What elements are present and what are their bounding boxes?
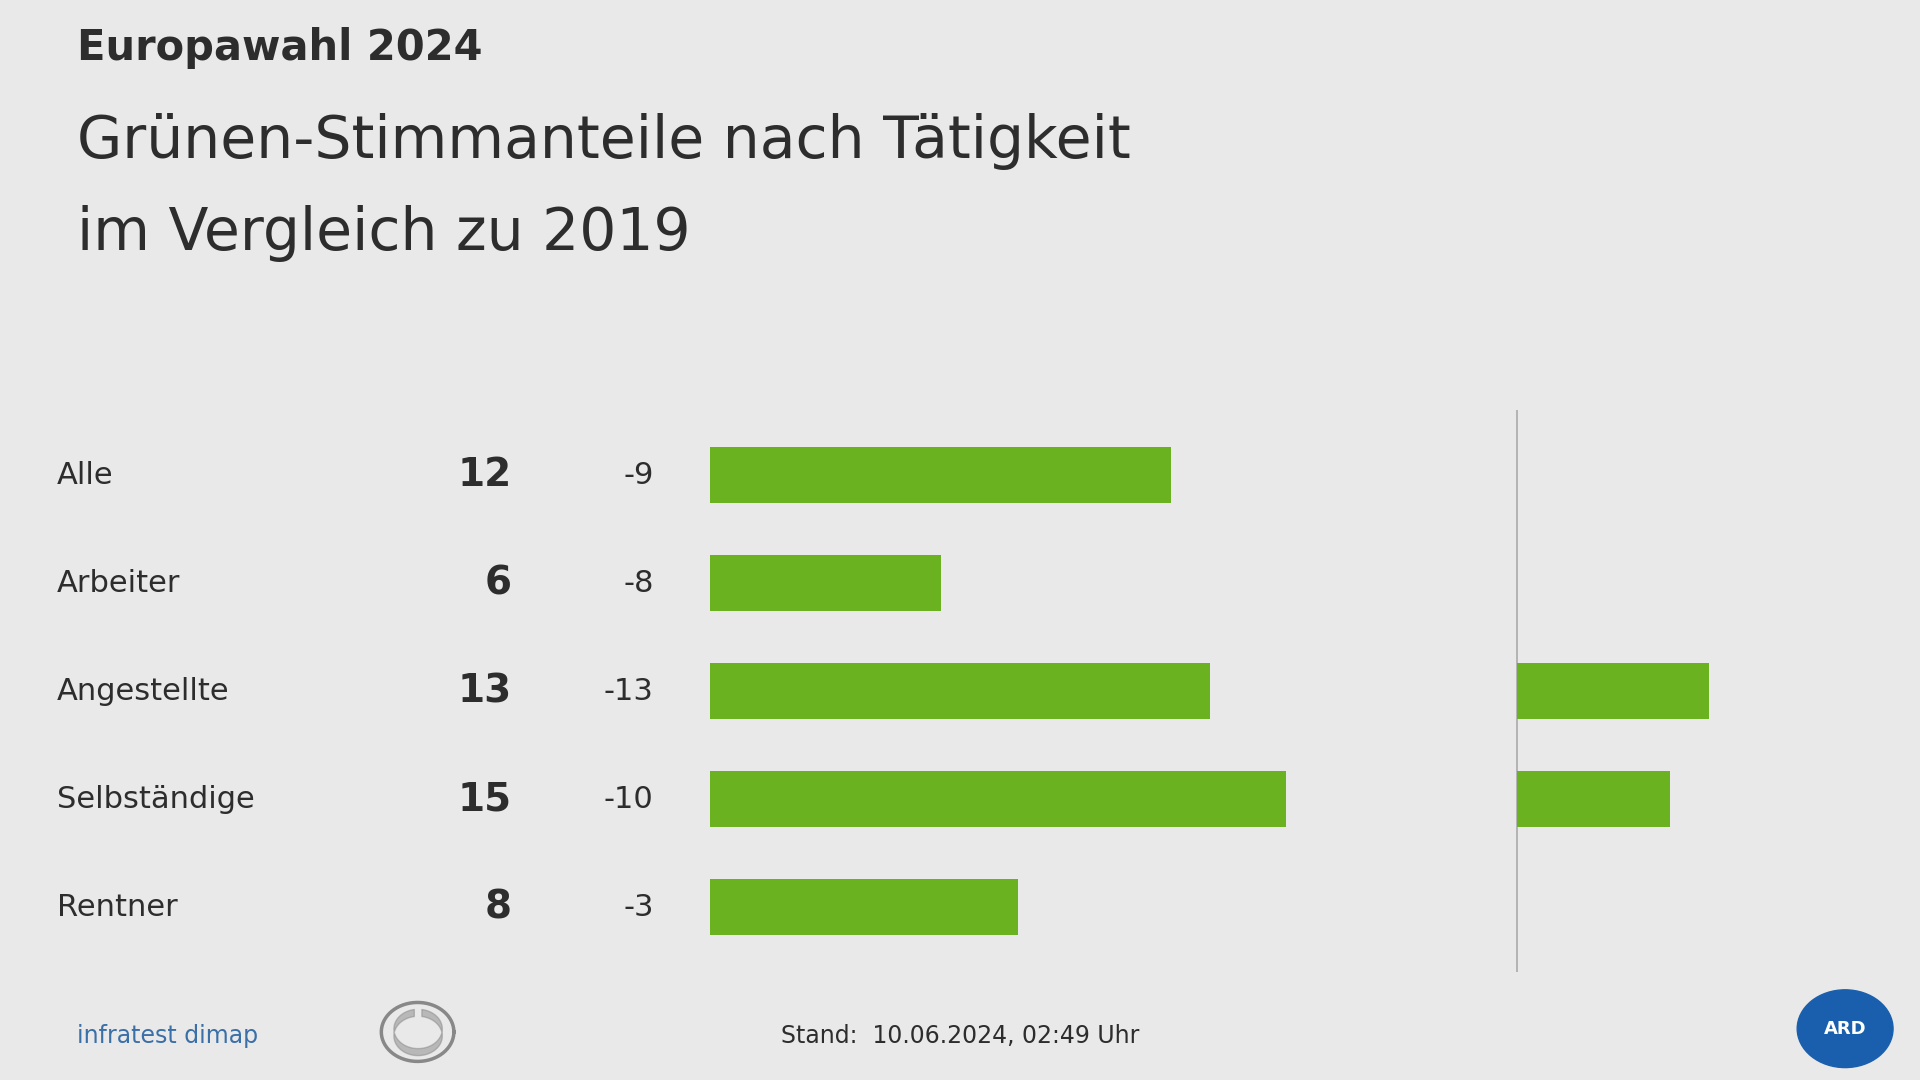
Circle shape xyxy=(1797,989,1893,1067)
Text: Arbeiter: Arbeiter xyxy=(58,569,180,597)
Text: -13: -13 xyxy=(603,677,653,705)
Bar xyxy=(710,879,1018,935)
Text: ARD: ARD xyxy=(1824,1020,1866,1038)
Text: Rentner: Rentner xyxy=(58,893,177,921)
Text: Selbständige: Selbständige xyxy=(58,785,255,813)
Text: 8: 8 xyxy=(484,888,511,927)
Bar xyxy=(710,771,1286,827)
Bar xyxy=(1517,663,1709,719)
Text: Stand:  10.06.2024, 02:49 Uhr: Stand: 10.06.2024, 02:49 Uhr xyxy=(781,1024,1139,1048)
Text: Europawahl 2024: Europawahl 2024 xyxy=(77,27,482,69)
Text: -10: -10 xyxy=(603,785,653,813)
Text: infratest dimap: infratest dimap xyxy=(77,1024,257,1048)
Text: Grünen-Stimmanteile nach Tätigkeit: Grünen-Stimmanteile nach Tätigkeit xyxy=(77,113,1131,171)
Text: 12: 12 xyxy=(457,456,511,495)
Text: 6: 6 xyxy=(484,564,511,603)
Text: -3: -3 xyxy=(624,893,653,921)
Text: 15: 15 xyxy=(457,780,511,819)
Text: im Vergleich zu 2019: im Vergleich zu 2019 xyxy=(77,205,691,262)
Bar xyxy=(710,663,1210,719)
Bar xyxy=(710,447,1171,503)
Text: -9: -9 xyxy=(624,461,653,489)
Text: Alle: Alle xyxy=(58,461,113,489)
Bar xyxy=(1517,771,1670,827)
Text: Angestellte: Angestellte xyxy=(58,677,230,705)
Text: -8: -8 xyxy=(624,569,653,597)
Bar xyxy=(710,555,941,611)
Text: 13: 13 xyxy=(457,672,511,711)
